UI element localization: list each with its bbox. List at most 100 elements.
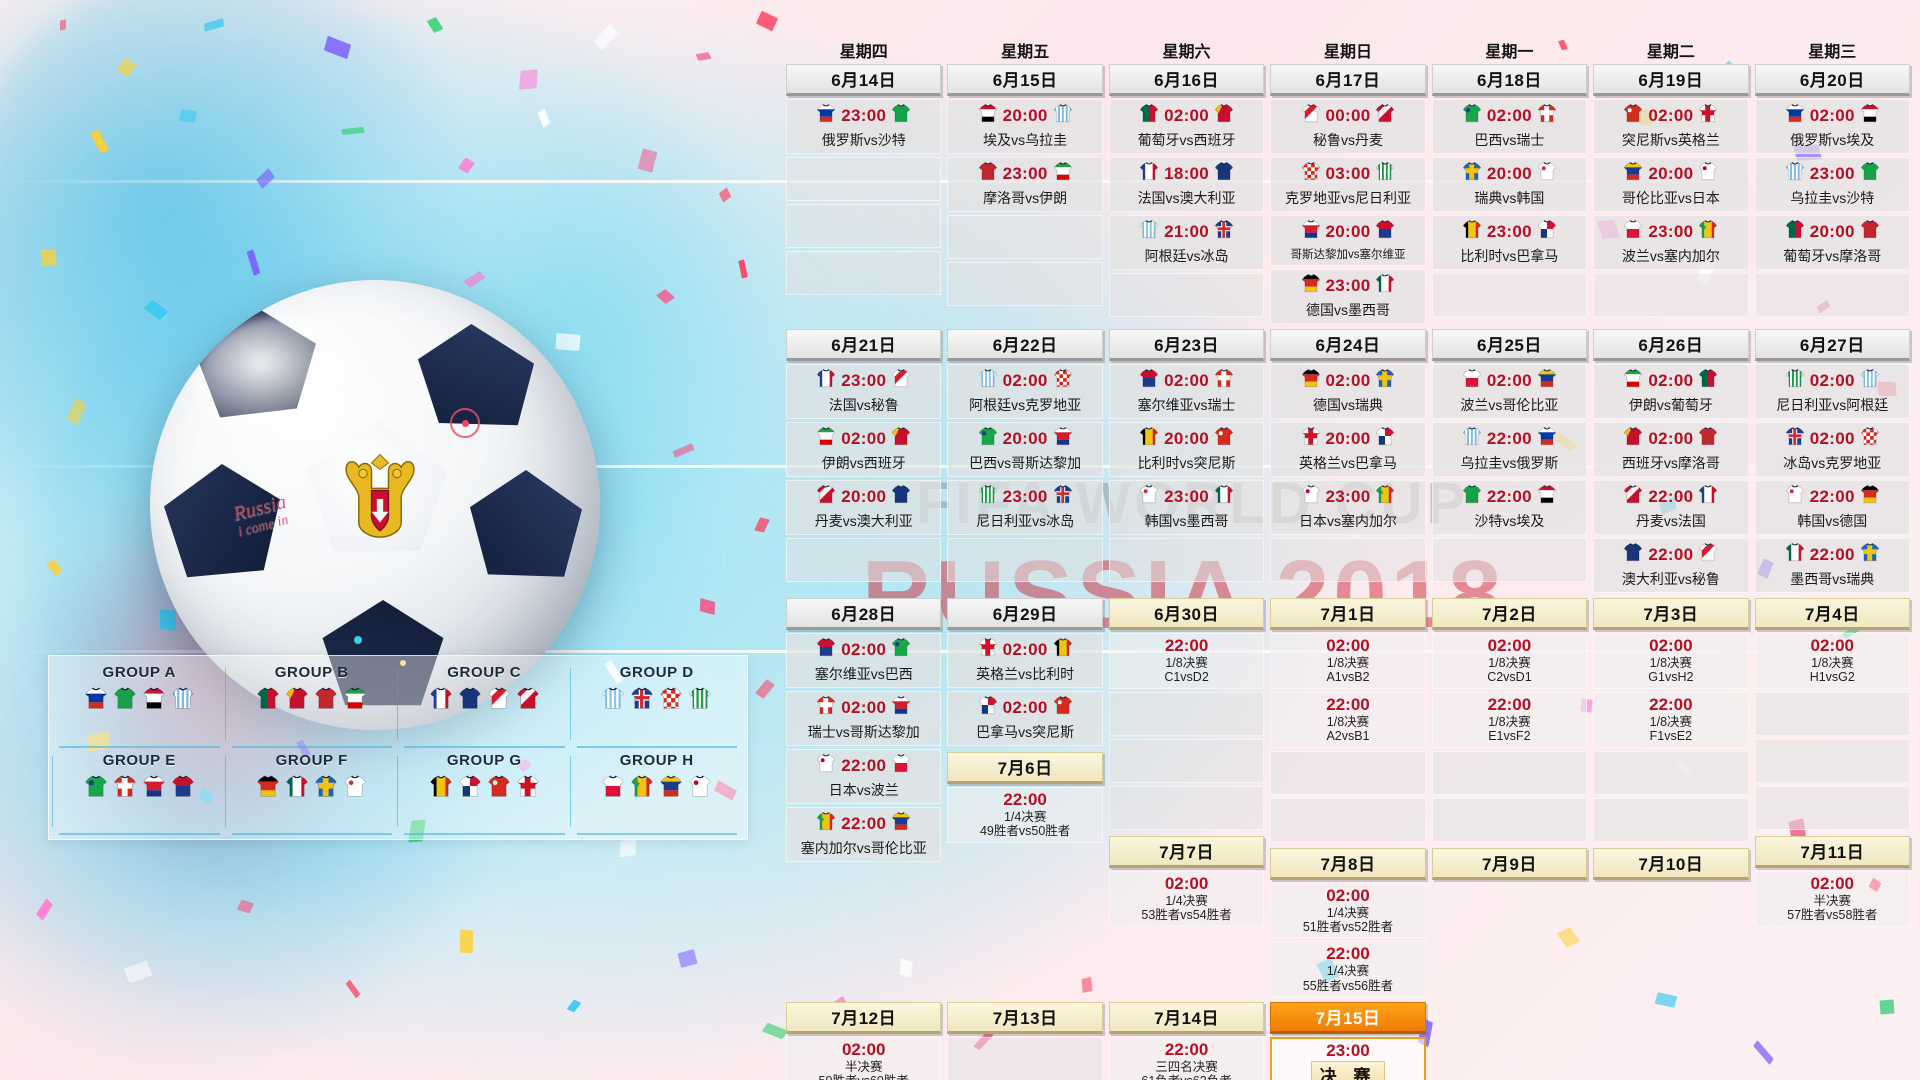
match-card[interactable]: 22:00 沙特vs埃及 [1431, 480, 1588, 535]
match-card[interactable]: 20:00 哥伦比亚vs日本 [1593, 157, 1749, 212]
match-card[interactable]: 20:00 巴西vs哥斯达黎加 [947, 422, 1103, 477]
match-card[interactable]: 02:00 塞尔维亚vs瑞士 [1108, 364, 1265, 419]
match-card[interactable]: 02:00 瑞士vs哥斯达黎加 [786, 691, 942, 746]
match-card[interactable]: 02:00 冰岛vs克罗地亚 [1754, 422, 1910, 477]
date-header[interactable]: 6月15日 [947, 64, 1103, 96]
date-header[interactable]: 6月30日 [1108, 598, 1265, 630]
knockout-match-card[interactable]: 02:00 1/8决赛 C2vsD1 [1431, 633, 1588, 689]
date-header[interactable]: 6月17日 [1270, 64, 1426, 96]
match-card[interactable]: 23:00 德国vs墨西哥 [1270, 269, 1426, 324]
date-header[interactable]: 7月10日 [1593, 847, 1749, 880]
knockout-match-card[interactable]: 22:00 1/8决赛 A2vsB1 [1270, 691, 1426, 748]
group-e[interactable]: GROUP E [52, 750, 224, 835]
knockout-match-card[interactable]: 22:00 三四名决赛 61负者vs62负者 [1108, 1037, 1265, 1080]
match-card[interactable]: 22:00 塞内加尔vs哥伦比亚 [786, 807, 942, 862]
date-header[interactable]: 6月14日 [786, 64, 942, 96]
group-c[interactable]: GROUP C [397, 662, 569, 748]
match-card[interactable]: 02:00 巴西vs瑞士 [1431, 99, 1588, 154]
date-header[interactable]: 7月7日 [1108, 835, 1265, 868]
group-b[interactable]: GROUP B [224, 662, 397, 748]
date-header[interactable]: 7月13日 [947, 1002, 1103, 1034]
match-card[interactable]: 02:00 德国vs瑞典 [1270, 364, 1426, 419]
date-header[interactable]: 6月20日 [1754, 64, 1910, 96]
group-g[interactable]: GROUP G [397, 750, 569, 835]
date-header[interactable]: 7月15日 [1270, 1002, 1426, 1034]
match-card[interactable]: 02:00 尼日利亚vs阿根廷 [1754, 364, 1910, 419]
match-card[interactable]: 23:00 波兰vs塞内加尔 [1593, 215, 1749, 270]
match-card[interactable]: 23:00 法国vs秘鲁 [786, 364, 942, 419]
date-header[interactable]: 7月14日 [1108, 1002, 1265, 1034]
date-header[interactable]: 6月27日 [1754, 329, 1910, 361]
date-header[interactable]: 6月21日 [786, 329, 942, 361]
knockout-match-card[interactable]: 22:00 1/8决赛 F1vsE2 [1593, 691, 1749, 748]
match-card[interactable]: 22:00 墨西哥vs瑞典 [1754, 538, 1910, 593]
date-header[interactable]: 6月23日 [1108, 329, 1265, 361]
match-card[interactable]: 23:00 比利时vs巴拿马 [1431, 215, 1588, 270]
match-card[interactable]: 02:00 阿根廷vs克罗地亚 [947, 364, 1103, 419]
match-card[interactable]: 22:00 澳大利亚vs秘鲁 [1593, 538, 1749, 593]
match-card[interactable]: 00:00 秘鲁vs丹麦 [1270, 99, 1426, 154]
match-card[interactable]: 20:00 葡萄牙vs摩洛哥 [1754, 215, 1910, 270]
match-card[interactable]: 02:00 葡萄牙vs西班牙 [1108, 99, 1265, 154]
knockout-match-card[interactable]: 22:00 1/4决赛 49胜者vs50胜者 [947, 787, 1103, 843]
match-card[interactable]: 20:00 英格兰vs巴拿马 [1270, 422, 1426, 477]
date-header[interactable]: 6月24日 [1270, 329, 1426, 361]
group-a[interactable]: GROUP A [55, 662, 224, 748]
date-header[interactable]: 6月18日 [1431, 64, 1588, 96]
match-card[interactable]: 23:00 俄罗斯vs沙特 [786, 99, 942, 154]
group-f[interactable]: GROUP F [224, 750, 397, 835]
match-card[interactable]: 20:00 瑞典vs韩国 [1431, 157, 1588, 212]
match-card[interactable]: 02:00 波兰vs哥伦比亚 [1431, 364, 1588, 419]
match-card[interactable]: 02:00 俄罗斯vs埃及 [1754, 99, 1910, 154]
match-card[interactable]: 23:00 摩洛哥vs伊朗 [947, 157, 1103, 212]
date-header[interactable]: 6月29日 [947, 598, 1103, 630]
match-card[interactable]: 20:00 丹麦vs澳大利亚 [786, 480, 942, 535]
match-card[interactable]: 20:00 比利时vs突尼斯 [1108, 422, 1265, 477]
match-card[interactable]: 02:00 伊朗vs葡萄牙 [1593, 364, 1749, 419]
match-card[interactable]: 02:00 突尼斯vs英格兰 [1593, 99, 1749, 154]
date-header[interactable]: 7月9日 [1431, 847, 1588, 880]
date-header[interactable]: 6月25日 [1431, 329, 1588, 361]
group-h[interactable]: GROUP H [569, 750, 742, 835]
knockout-match-card[interactable]: 02:00 1/4决赛 53胜者vs54胜者 [1108, 870, 1265, 927]
date-header[interactable]: 7月6日 [947, 752, 1103, 784]
date-header[interactable]: 7月8日 [1270, 847, 1426, 880]
match-card[interactable]: 23:00 尼日利亚vs冰岛 [947, 480, 1103, 535]
match-card[interactable]: 02:00 巴拿马vs突尼斯 [947, 691, 1103, 746]
knockout-match-card[interactable]: 22:00 1/8决赛 C1vsD2 [1108, 633, 1265, 689]
match-card[interactable]: 23:00 日本vs塞内加尔 [1270, 480, 1426, 535]
match-card[interactable]: 21:00 阿根廷vs冰岛 [1108, 215, 1265, 270]
knockout-match-card[interactable]: 02:00 半决赛 59胜者vs60胜者 [786, 1037, 942, 1080]
group-d[interactable]: GROUP D [569, 662, 742, 748]
date-header[interactable]: 7月1日 [1270, 598, 1426, 630]
knockout-match-card[interactable]: 23:00 决 赛 [1270, 1037, 1426, 1080]
knockout-match-card[interactable]: 02:00 1/8决赛 A1vsB2 [1270, 633, 1426, 689]
date-header[interactable]: 7月12日 [786, 1002, 942, 1034]
date-header[interactable]: 6月26日 [1593, 329, 1749, 361]
knockout-match-card[interactable]: 02:00 1/8决赛 H1vsG2 [1754, 633, 1910, 689]
match-card[interactable]: 02:00 伊朗vs西班牙 [786, 422, 942, 477]
match-card[interactable]: 22:00 日本vs波兰 [786, 749, 942, 804]
match-card[interactable]: 22:00 丹麦vs法国 [1593, 480, 1749, 535]
date-header[interactable]: 7月4日 [1754, 598, 1910, 630]
date-header[interactable]: 7月11日 [1754, 835, 1910, 868]
date-header[interactable]: 6月22日 [947, 329, 1103, 361]
knockout-match-card[interactable]: 02:00 1/8决赛 G1vsH2 [1593, 633, 1749, 689]
match-card[interactable]: 02:00 塞尔维亚vs巴西 [786, 633, 942, 688]
knockout-match-card[interactable]: 02:00 1/4决赛 51胜者vs52胜者 [1270, 882, 1426, 939]
match-card[interactable]: 03:00 克罗地亚vs尼日利亚 [1270, 157, 1426, 212]
match-card[interactable]: 20:00 埃及vs乌拉圭 [947, 99, 1103, 154]
match-card[interactable]: 23:00 韩国vs墨西哥 [1108, 480, 1265, 535]
date-header[interactable]: 6月19日 [1593, 64, 1749, 96]
date-header[interactable]: 6月16日 [1108, 64, 1265, 96]
date-header[interactable]: 6月28日 [786, 598, 942, 630]
date-header[interactable]: 7月3日 [1593, 598, 1749, 630]
match-card[interactable]: 23:00 乌拉圭vs沙特 [1754, 157, 1910, 212]
date-header[interactable]: 7月2日 [1431, 598, 1588, 630]
knockout-match-card[interactable]: 22:00 1/4决赛 55胜者vs56胜者 [1270, 941, 1426, 997]
knockout-match-card[interactable]: 22:00 1/8决赛 E1vsF2 [1431, 691, 1588, 748]
match-card[interactable]: 22:00 韩国vs德国 [1754, 480, 1910, 535]
match-card[interactable]: 02:00 西班牙vs摩洛哥 [1593, 422, 1749, 477]
match-card[interactable]: 20:00 哥斯达黎加vs塞尔维亚 [1270, 215, 1426, 266]
match-card[interactable]: 22:00 乌拉圭vs俄罗斯 [1431, 422, 1588, 477]
